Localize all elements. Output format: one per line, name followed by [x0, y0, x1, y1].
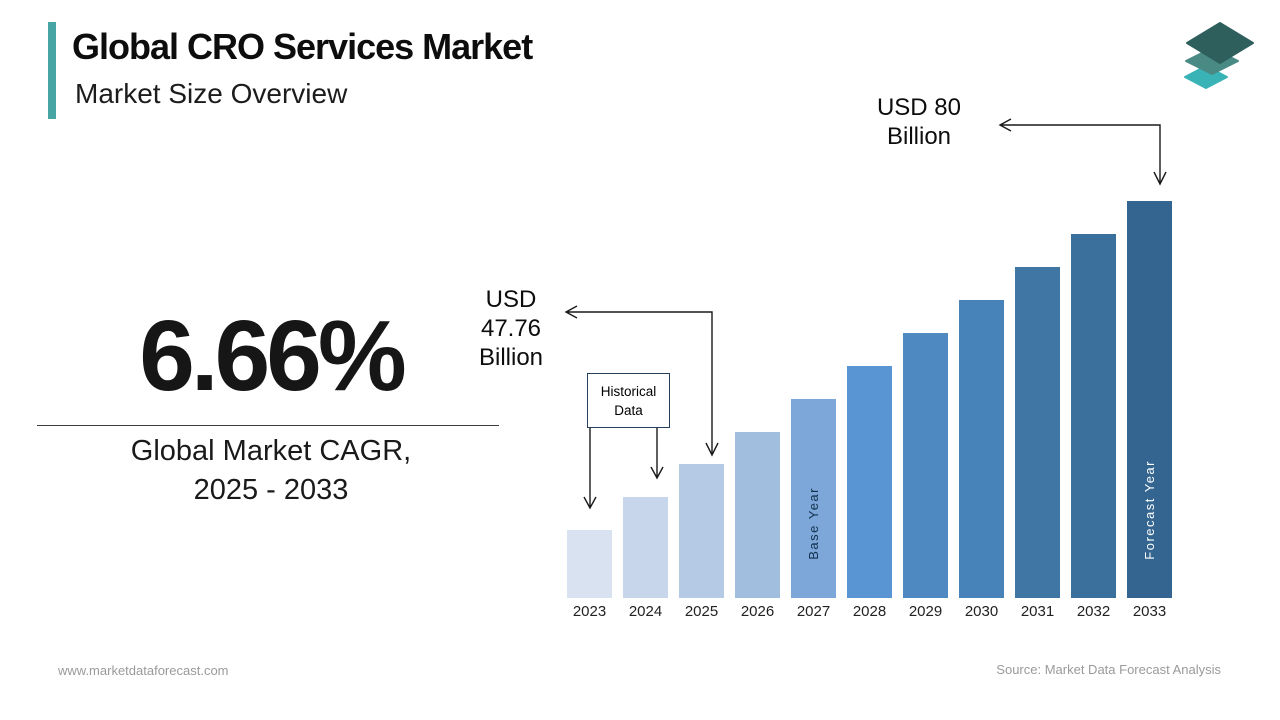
x-tick-2032: 2032	[1076, 603, 1111, 620]
x-tick-2033: 2033	[1132, 603, 1167, 620]
bar-2025	[679, 464, 724, 598]
historical-box-line2: Data	[614, 403, 643, 418]
accent-bar	[48, 22, 56, 119]
x-tick-2027: 2027	[796, 603, 831, 620]
bar-2026	[735, 432, 780, 598]
base-value-line1: USD	[485, 286, 537, 313]
x-tick-2024: 2024	[628, 603, 663, 620]
bar-2032	[1071, 234, 1116, 598]
x-tick-2029: 2029	[908, 603, 943, 620]
forecast-value-line1: USD 80	[876, 94, 962, 121]
x-tick-2028: 2028	[852, 603, 887, 620]
cagr-label-line2: 2025 - 2033	[193, 474, 349, 506]
footer-source: Source: Market Data Forecast Analysis	[996, 662, 1221, 677]
historical-data-box: Historical Data	[587, 373, 670, 428]
bar-2028	[847, 366, 892, 598]
x-tick-2023: 2023	[572, 603, 607, 620]
stat-divider	[37, 425, 499, 426]
footer-website: www.marketdataforecast.com	[58, 663, 229, 678]
arrow-usd-80-billion	[998, 118, 1167, 186]
arrow-historical-2024	[650, 428, 664, 480]
cagr-label-line1: Global Market CAGR,	[130, 435, 412, 467]
cagr-label: Global Market CAGR, 2025 - 2033	[40, 432, 502, 510]
bar-2027: Base Year	[791, 399, 836, 598]
bar-2031	[1015, 267, 1060, 598]
base-value-annotation: USD 47.76 Billion	[450, 285, 572, 372]
bar-inner-label-2033: Forecast Year	[1142, 460, 1157, 560]
bar-2033: Forecast Year	[1127, 201, 1172, 598]
base-value-line2: 47.76	[480, 315, 542, 342]
bar-2023	[567, 530, 612, 598]
x-tick-2030: 2030	[964, 603, 999, 620]
page-subtitle: Market Size Overview	[75, 78, 348, 109]
base-value-line3: Billion	[478, 344, 544, 371]
x-tick-2026: 2026	[740, 603, 775, 620]
bar-inner-label-2027: Base Year	[806, 487, 821, 560]
bar-2030	[959, 300, 1004, 598]
bar-2024	[623, 497, 668, 598]
historical-box-line1: Historical	[600, 384, 657, 399]
page-title: Global CRO Services Market	[72, 26, 533, 67]
x-tick-2025: 2025	[684, 603, 719, 620]
bar-2029	[903, 333, 948, 598]
x-tick-2031: 2031	[1020, 603, 1055, 620]
forecast-value-annotation: USD 80 Billion	[849, 93, 989, 151]
forecast-value-line2: Billion	[886, 123, 952, 150]
layers-logo-icon	[1184, 22, 1254, 89]
arrow-historical-2023	[583, 428, 597, 510]
cagr-value: 6.66%	[139, 300, 407, 412]
